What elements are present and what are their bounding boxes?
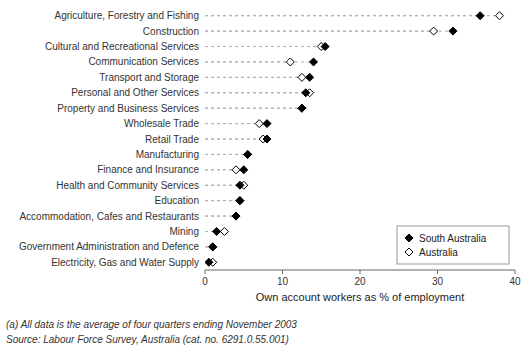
footnote: (a) All data is the average of four quar… — [6, 319, 297, 330]
leader-line — [205, 200, 240, 201]
category-label: Mining — [170, 226, 199, 237]
dot-marker — [232, 212, 240, 220]
x-tick — [282, 270, 283, 274]
dot-marker — [255, 120, 263, 128]
x-tick — [205, 270, 206, 274]
dot-marker — [476, 12, 484, 20]
category-label: Property and Business Services — [57, 103, 199, 114]
leader-line — [205, 108, 302, 109]
x-tick — [360, 270, 361, 274]
dot-marker — [209, 243, 217, 251]
leader-line — [205, 15, 480, 16]
dot-marker — [298, 104, 306, 112]
x-tick-label: 0 — [202, 276, 208, 287]
category-label: Communication Services — [88, 56, 199, 67]
category-label: Cultural and Recreational Services — [45, 41, 199, 52]
dot-marker — [298, 73, 306, 81]
category-label: Government Administration and Defence — [19, 241, 200, 252]
dot-marker — [263, 135, 271, 143]
legend-label: Australia — [419, 247, 458, 258]
dot-marker — [220, 227, 228, 235]
dot-marker — [321, 43, 329, 51]
dot-marker — [236, 181, 244, 189]
legend-label: South Australia — [419, 233, 487, 244]
leader-line — [205, 15, 500, 16]
dot-marker — [232, 212, 240, 220]
leader-line — [205, 139, 267, 140]
leader-line — [205, 46, 325, 47]
legend-swatch — [405, 234, 413, 242]
dot-marker — [240, 166, 248, 174]
category-label: Construction — [143, 26, 199, 37]
category-label: Personal and Other Services — [71, 87, 199, 98]
leader-line — [205, 31, 453, 32]
x-tick-label: 40 — [509, 276, 521, 287]
legend-frame — [397, 226, 509, 264]
leader-line — [205, 77, 310, 78]
leader-line — [205, 77, 302, 78]
leader-line — [205, 123, 259, 124]
x-tick-label: 30 — [432, 276, 444, 287]
leader-line — [205, 61, 290, 62]
x-tick — [437, 270, 438, 274]
dot-marker — [205, 258, 213, 266]
legend: South Australia Australia — [397, 226, 509, 264]
dot-marker — [236, 197, 244, 205]
leader-line — [205, 154, 248, 155]
dot-marker — [430, 27, 438, 35]
dot-marker — [496, 12, 504, 20]
x-axis-label: Own account workers as % of employment — [256, 291, 464, 303]
category-label: Electricity, Gas and Water Supply — [51, 257, 199, 268]
chart: Agriculture, Forestry and Fishing Constru… — [0, 0, 529, 363]
category-label: Agriculture, Forestry and Fishing — [54, 10, 199, 21]
category-label: Accommodation, Cafes and Restaurants — [19, 211, 199, 222]
leader-line — [205, 46, 321, 47]
dot-marker — [244, 150, 252, 158]
x-tick-label: 20 — [354, 276, 366, 287]
leader-line — [205, 61, 314, 62]
x-tick-label: 10 — [277, 276, 289, 287]
category-label: Wholesale Trade — [124, 118, 199, 129]
dot-marker — [286, 58, 294, 66]
dot-marker — [263, 120, 271, 128]
footnote: Source: Labour Force Survey, Australia (… — [6, 334, 289, 345]
dot-marker — [244, 150, 252, 158]
leader-line — [205, 92, 310, 93]
dot-marker — [209, 243, 217, 251]
dot-marker — [213, 227, 221, 235]
dot-marker — [232, 166, 240, 174]
dot-marker — [449, 27, 457, 35]
dot-marker — [310, 58, 318, 66]
leader-line — [205, 200, 240, 201]
legend-swatch — [405, 248, 413, 256]
dot-marker — [298, 104, 306, 112]
category-label: Retail Trade — [145, 134, 199, 145]
x-tick — [515, 270, 516, 274]
leader-line — [205, 154, 248, 155]
dot-marker — [306, 73, 314, 81]
dot-marker — [236, 197, 244, 205]
category-label: Transport and Storage — [99, 72, 199, 83]
leader-line — [205, 185, 240, 186]
dot-marker — [302, 89, 310, 97]
category-label: Education — [155, 195, 199, 206]
leader-line — [205, 108, 302, 109]
category-label: Health and Community Services — [56, 180, 199, 191]
category-label: Finance and Insurance — [97, 164, 199, 175]
leader-line — [205, 31, 434, 32]
leader-line — [205, 139, 263, 140]
category-label: Manufacturing — [136, 149, 199, 160]
